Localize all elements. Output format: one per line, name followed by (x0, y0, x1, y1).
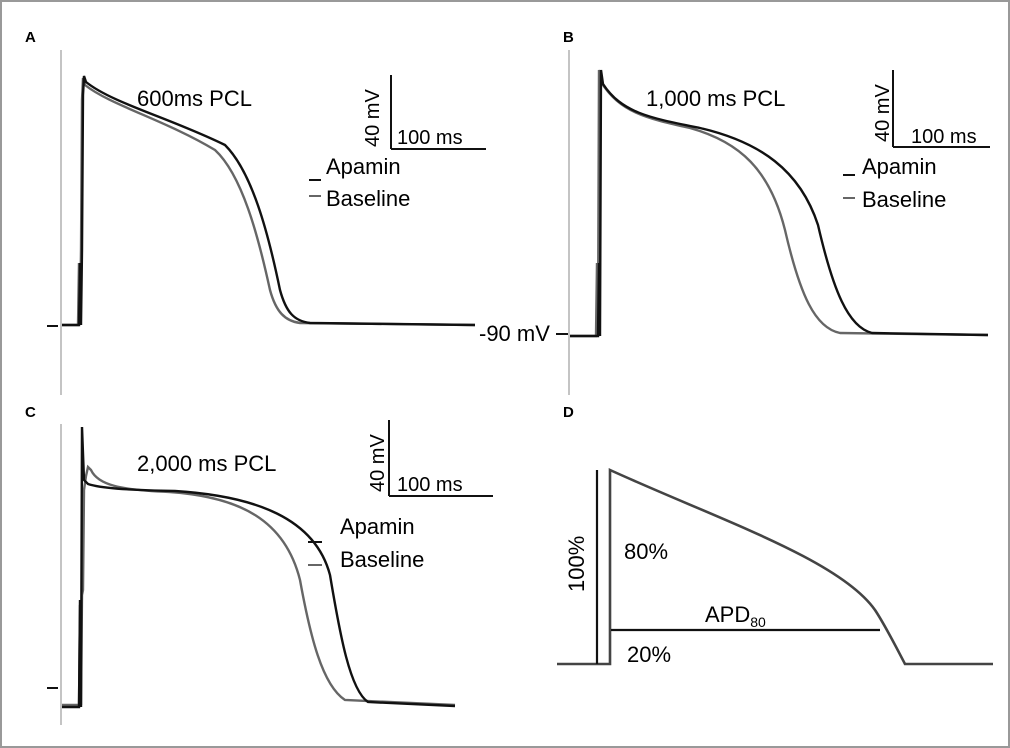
panel-b-letter: B (563, 29, 574, 46)
panel-a: A 600ms PCL 40 mV 100 ms Apamin Baseline (25, 29, 486, 395)
panel-d-100-label: 100% (564, 536, 589, 592)
panel-a-scalebar-v-label: 40 mV (362, 89, 384, 147)
panel-a-baseline-trace (62, 77, 476, 327)
panel-c-apamin-trace (62, 426, 456, 709)
panel-a-letter: A (25, 29, 36, 46)
panel-b-legend-baseline: Baseline (862, 187, 946, 212)
panel-d-apd-text: APD (705, 602, 750, 627)
panel-c-legend: Apamin Baseline (308, 514, 424, 572)
panel-b: B 1,000 ms PCL 40 mV 100 ms Apamin Basel… (563, 29, 990, 395)
panel-a-legend-apamin: Apamin (326, 154, 401, 179)
panel-d-80-label: 80% (624, 539, 668, 564)
panel-c-scalebar-v-label: 40 mV (367, 434, 389, 492)
panel-d-apd-label: APD80 (705, 602, 766, 630)
panel-a-scalebar-h-label: 100 ms (397, 127, 463, 149)
panel-b-legend: Apamin Baseline (843, 154, 946, 212)
resting-potential-label: -90 mV (479, 321, 550, 346)
panel-c: C 2,000 ms PCL 40 mV 100 ms Apamin Basel… (25, 404, 493, 725)
panel-c-scalebar: 40 mV 100 ms (367, 420, 493, 497)
panel-c-baseline-trace (62, 464, 456, 707)
panel-b-scalebar-h-label: 100 ms (911, 126, 977, 148)
panel-b-title: 1,000 ms PCL (646, 86, 785, 111)
panel-a-title: 600ms PCL (137, 86, 252, 111)
panel-b-apamin-trace (570, 69, 989, 338)
panel-b-scalebar-v-label: 40 mV (872, 84, 894, 142)
panel-d-20-label: 20% (627, 642, 671, 667)
panel-d-schematic-ap (557, 467, 993, 666)
panel-c-title: 2,000 ms PCL (137, 451, 276, 476)
panel-b-legend-apamin: Apamin (862, 154, 937, 179)
panel-c-letter: C (25, 404, 36, 421)
panel-a-apamin-trace (62, 75, 476, 327)
panel-a-scalebar: 40 mV 100 ms (362, 75, 486, 150)
panel-d-letter: D (563, 404, 574, 421)
panel-a-legend-baseline: Baseline (326, 186, 410, 211)
panel-c-legend-baseline: Baseline (340, 547, 424, 572)
panel-d: D 100% 80% 20% APD80 (557, 404, 993, 667)
panel-a-legend: Apamin Baseline (309, 154, 410, 211)
panel-b-scalebar: 40 mV 100 ms (872, 70, 990, 148)
panel-c-scalebar-h-label: 100 ms (397, 474, 463, 496)
panel-c-legend-apamin: Apamin (340, 514, 415, 539)
panel-d-apd-subscript: 80 (750, 614, 766, 630)
